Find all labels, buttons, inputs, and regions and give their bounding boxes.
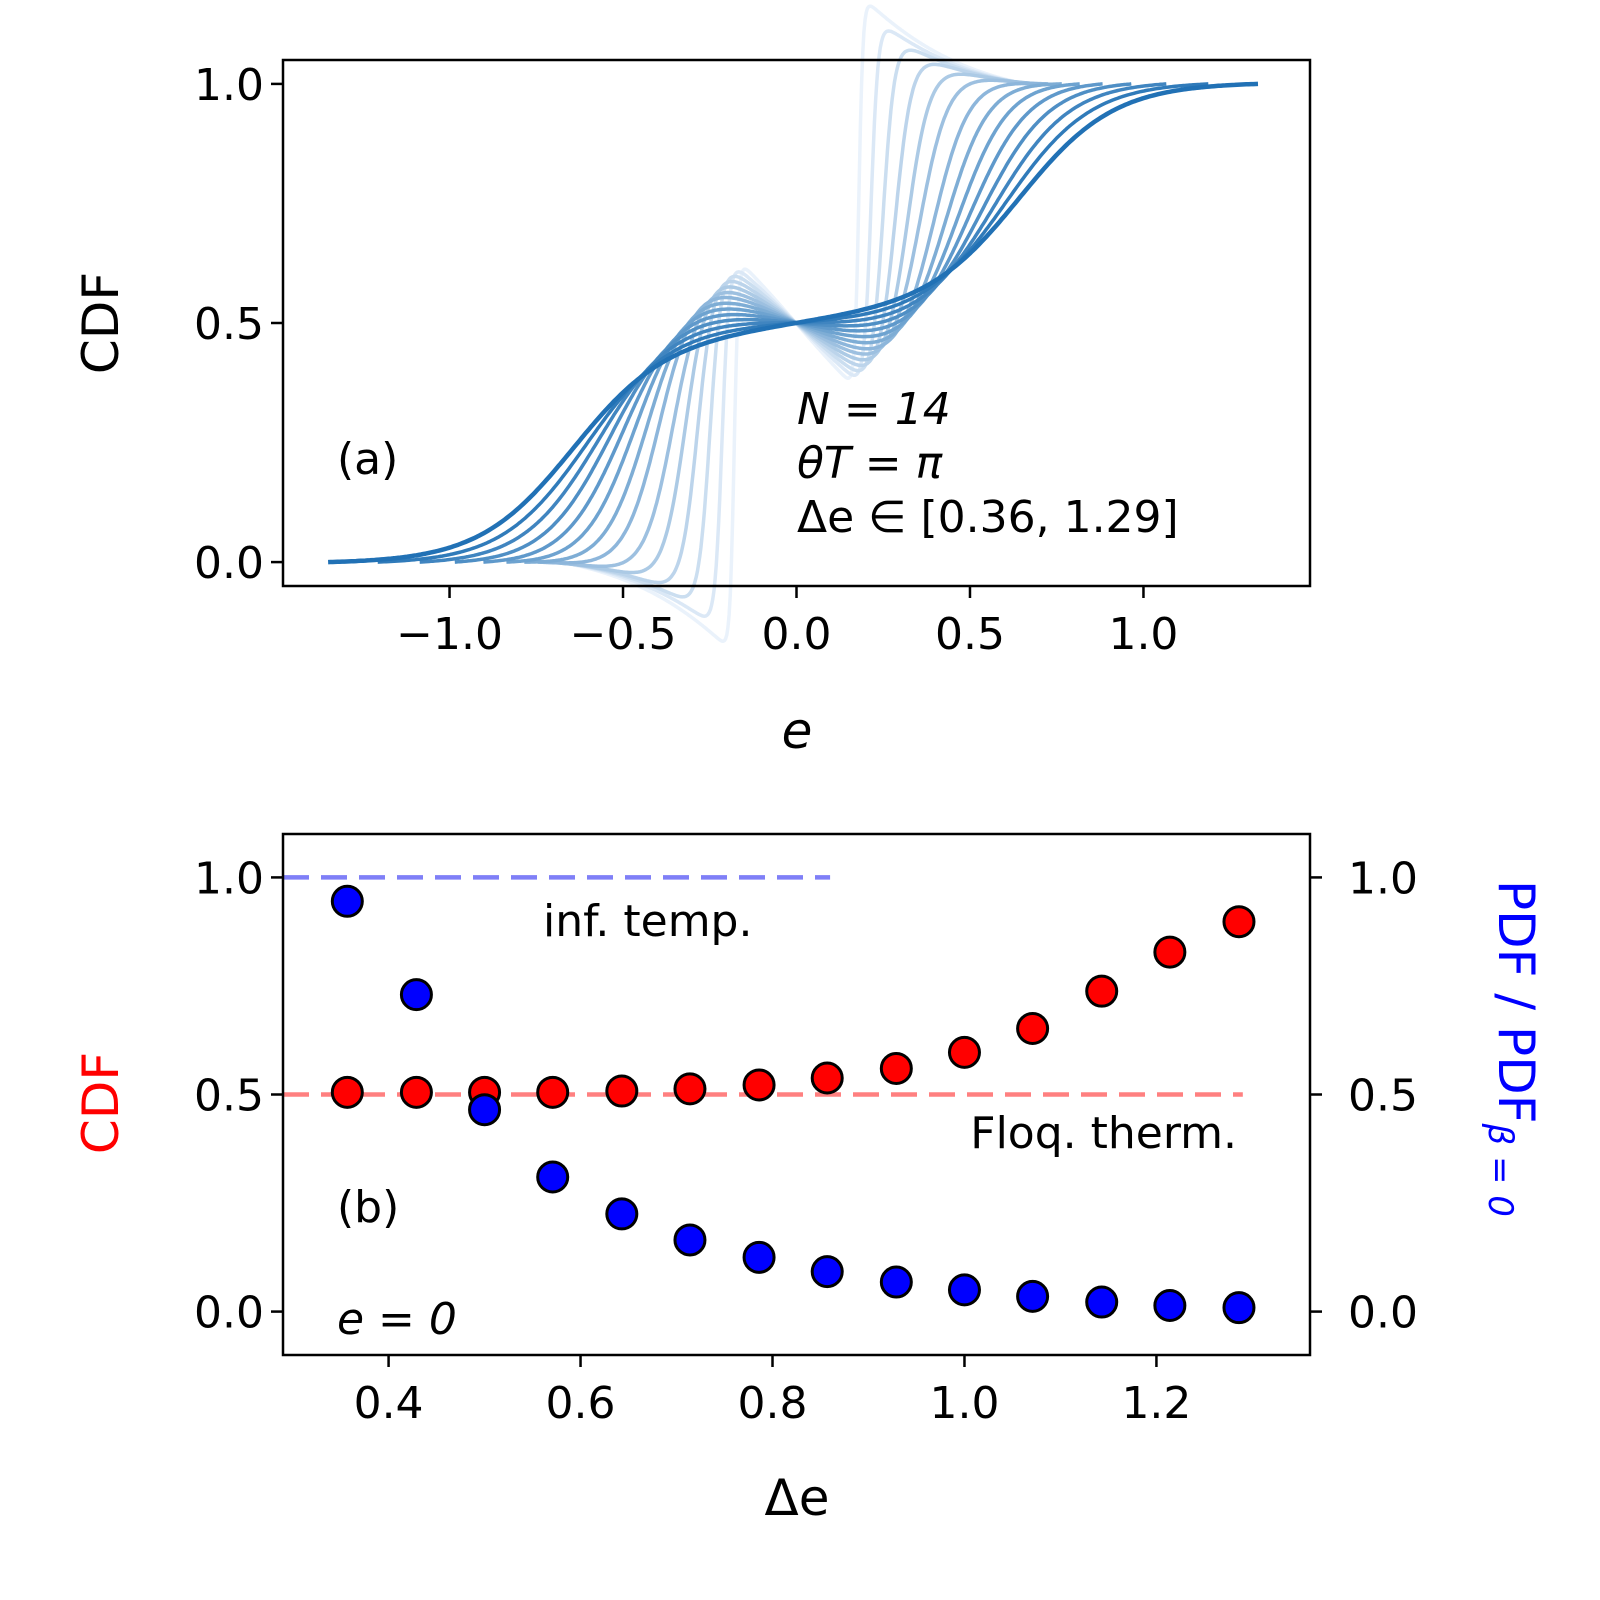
panel-b-x-tick-label: 0.4 <box>354 1378 424 1429</box>
inf-temp-label: inf. temp. <box>543 896 752 947</box>
cdf-curve <box>328 81 1259 565</box>
pdf-ratio-point <box>879 1265 913 1299</box>
panel-a-y-axis-label: CDF <box>72 272 130 374</box>
cdf-point <box>1085 974 1119 1008</box>
pdf-ratio-point <box>330 884 364 918</box>
pdf-ratio-point <box>536 1160 570 1194</box>
panel-a-x-axis-label: e <box>782 702 813 760</box>
panel-b-left-y-tick-label: 0.5 <box>194 1071 264 1122</box>
panel-a-y-tick-label: 1.0 <box>194 60 264 111</box>
pdf-ratio-point <box>1085 1285 1119 1319</box>
annotation-theta: θT = π <box>797 438 944 489</box>
cdf-series <box>330 905 1256 1109</box>
panel-a: −1.0 −0.5 0.0 0.5 1.0 0.0 0.5 1.0 e CDF (a) N … <box>72 4 1312 760</box>
floq-therm-label: Floq. therm. <box>970 1108 1237 1159</box>
pdf-ratio-point <box>399 978 433 1012</box>
pdf-ratio-point <box>742 1240 776 1274</box>
panel-a-y-tick-label: 0.5 <box>194 299 264 350</box>
panel-b-right-y-tick-label: 0.0 <box>1348 1288 1418 1339</box>
panel-b-x-tick-label: 0.6 <box>546 1378 616 1429</box>
cdf-point <box>330 1075 364 1109</box>
cdf-point <box>399 1075 433 1109</box>
panel-b-x-tick-label: 1.0 <box>929 1378 999 1429</box>
cdf-point <box>810 1061 844 1095</box>
right-y-label-subscript: β = 0 <box>1480 1122 1520 1216</box>
pdf-ratio-point <box>673 1223 707 1257</box>
panel-a-curves <box>328 4 1259 643</box>
panel-a-x-tick-label: −0.5 <box>570 609 677 660</box>
annotation-n: N = 14 <box>797 384 951 435</box>
pdf-ratio-point <box>947 1273 981 1307</box>
panel-b-right-y-axis-label: PDF / PDFβ = 0 <box>1480 880 1545 1217</box>
panel-b: 0.4 0.6 0.8 1.0 1.2 0.0 0.0 0.5 0.5 1.0 1.0 Δe CD… <box>72 832 1545 1527</box>
panel-b-right-y-tick-label: 1.0 <box>1348 853 1418 904</box>
e-zero-label: e = 0 <box>337 1294 457 1345</box>
panel-b-label: (b) <box>337 1182 399 1233</box>
cdf-point <box>1222 905 1256 939</box>
panel-a-x-tick-label: 0.0 <box>762 609 832 660</box>
pdf-ratio-point <box>1016 1279 1050 1313</box>
pdf-ratio-point <box>1153 1289 1187 1323</box>
panel-b-x-ticks: 0.4 0.6 0.8 1.0 1.2 <box>354 1355 1191 1429</box>
panel-a-y-tick-label: 0.0 <box>194 538 264 589</box>
panel-b-x-axis-label: Δe <box>765 1469 830 1527</box>
pdf-ratio-series <box>330 884 1256 1325</box>
panel-a-x-tick-label: −1.0 <box>396 609 503 660</box>
cdf-point <box>536 1075 570 1109</box>
cdf-point <box>879 1051 913 1085</box>
panel-a-label: (a) <box>337 434 398 485</box>
annotation-delta-e-range: Δe ∈ [0.36, 1.29] <box>797 492 1179 543</box>
panel-b-x-tick-label: 1.2 <box>1121 1378 1191 1429</box>
panel-b-left-y-tick-label: 0.0 <box>194 1288 264 1339</box>
cdf-point <box>605 1074 639 1108</box>
cdf-point <box>1153 935 1187 969</box>
panel-a-y-ticks: 0.0 0.5 1.0 <box>194 60 283 589</box>
cdf-point <box>742 1068 776 1102</box>
right-y-label-main: PDF / PDF <box>1487 880 1545 1123</box>
cdf-point <box>673 1072 707 1106</box>
panel-b-y-ticks: 0.0 0.0 0.5 0.5 1.0 1.0 <box>194 853 1418 1338</box>
pdf-ratio-point <box>810 1255 844 1289</box>
panel-a-x-tick-label: 0.5 <box>935 609 1005 660</box>
panel-b-left-y-tick-label: 1.0 <box>194 853 264 904</box>
panel-b-left-y-axis-label: CDF <box>72 1052 130 1154</box>
pdf-ratio-point <box>468 1093 502 1127</box>
panel-b-x-tick-label: 0.8 <box>738 1378 808 1429</box>
cdf-point <box>1016 1012 1050 1046</box>
pdf-ratio-point <box>605 1197 639 1231</box>
panel-b-points <box>330 884 1256 1325</box>
panel-b-right-y-tick-label: 0.5 <box>1348 1071 1418 1122</box>
panel-a-x-ticks: −1.0 −0.5 0.0 0.5 1.0 <box>396 586 1178 660</box>
panel-a-x-tick-label: 1.0 <box>1108 609 1178 660</box>
cdf-point <box>947 1035 981 1069</box>
pdf-ratio-point <box>1222 1291 1256 1325</box>
